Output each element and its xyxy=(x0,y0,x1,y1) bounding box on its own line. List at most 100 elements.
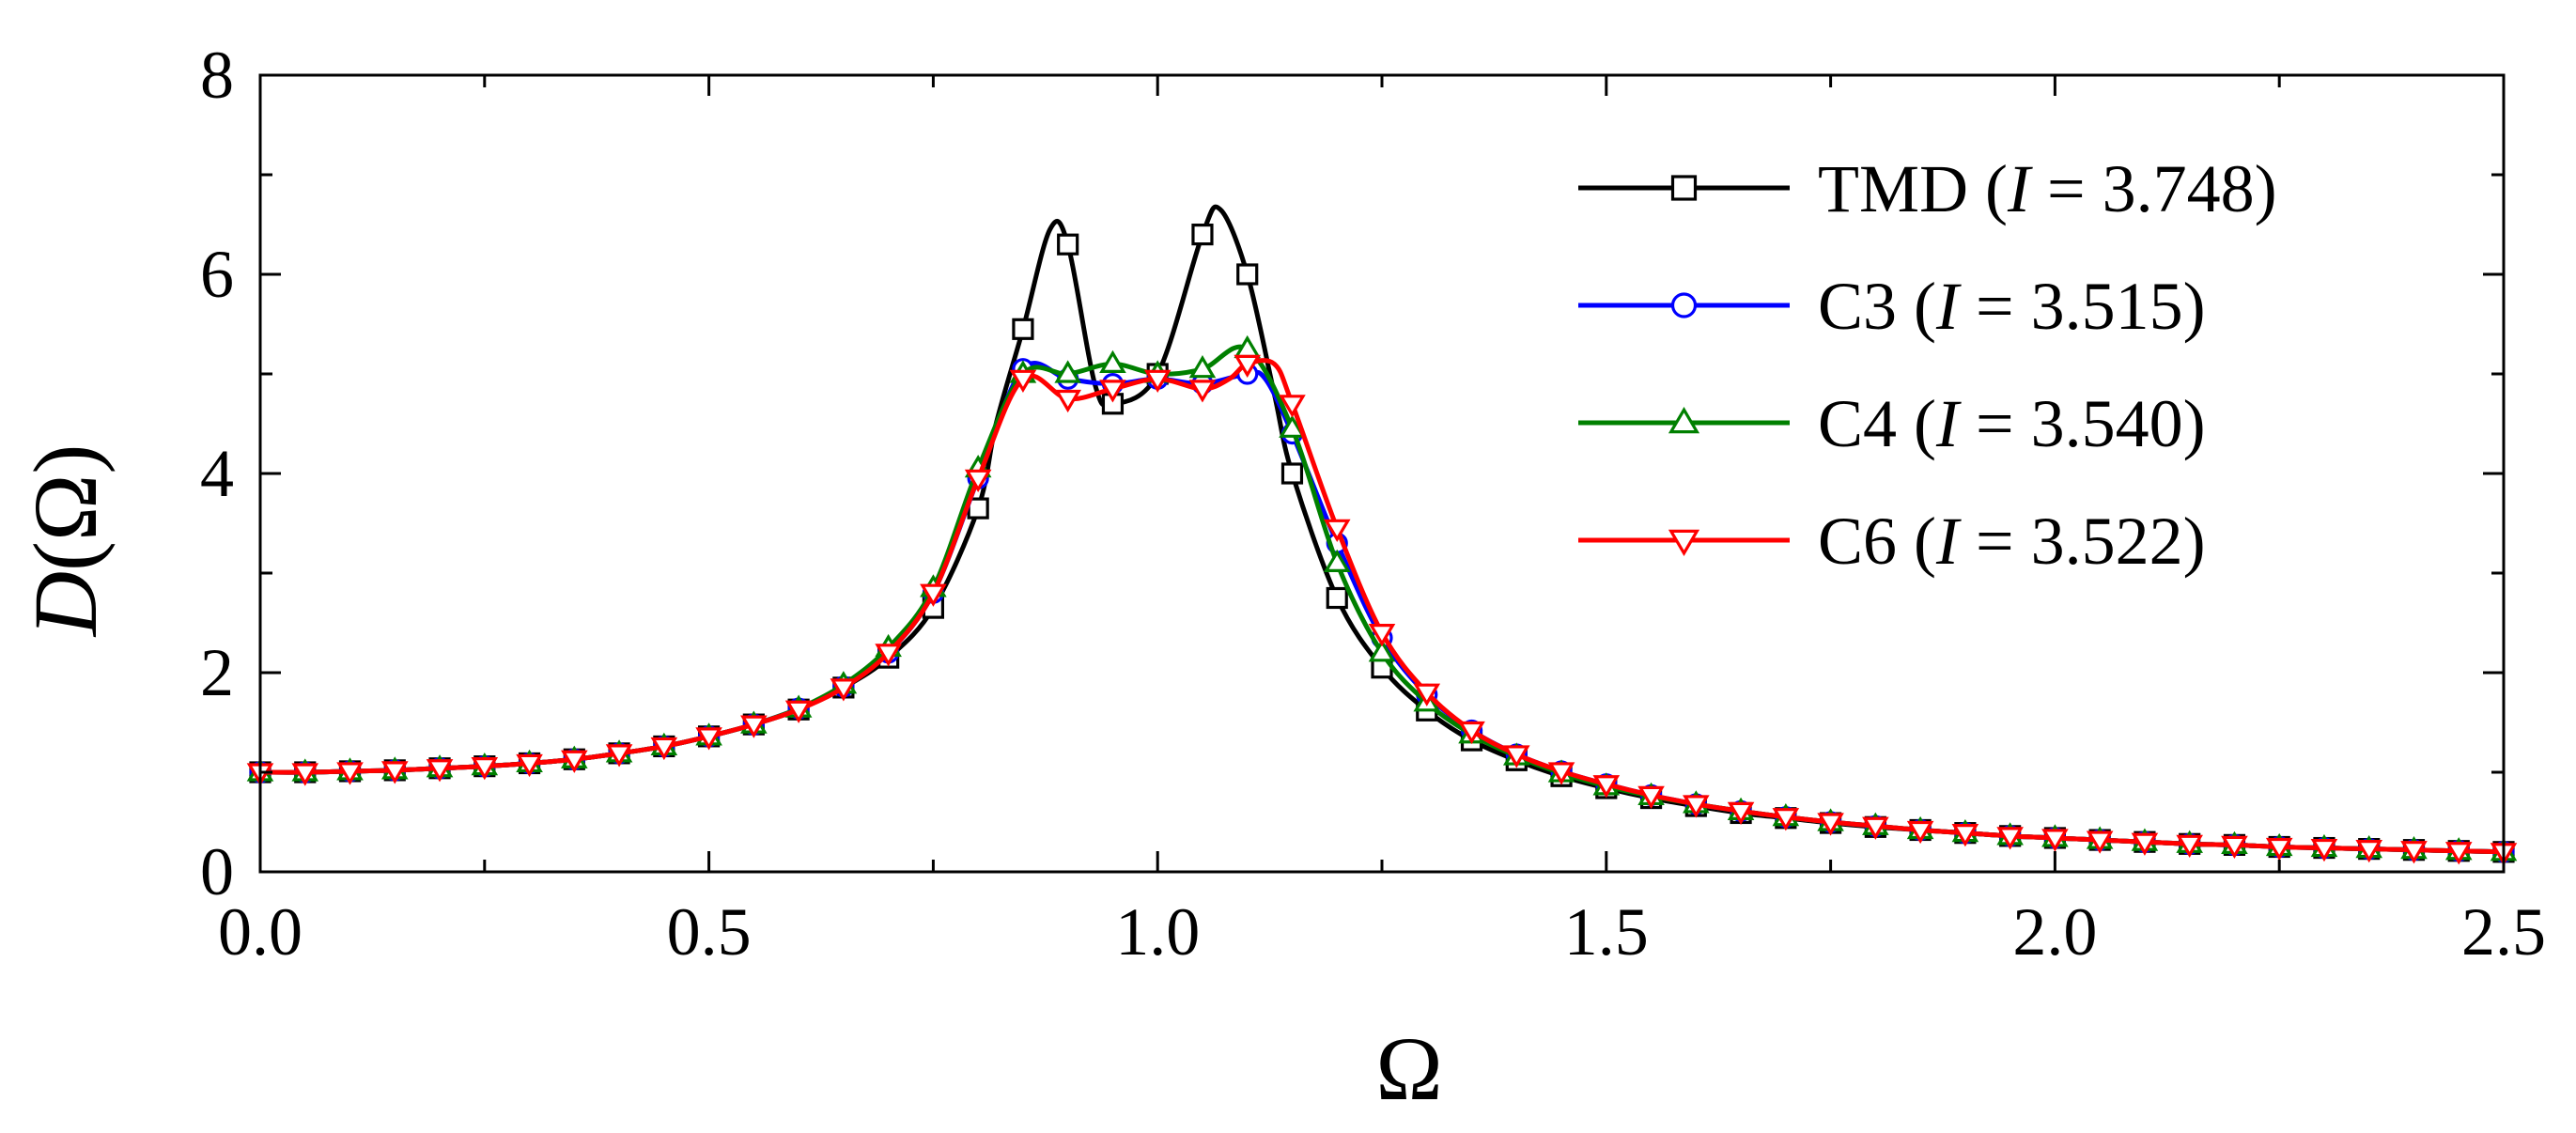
data-point-c6 xyxy=(380,761,409,784)
data-point-c6 xyxy=(1368,623,1396,647)
data-point-c6 xyxy=(2041,829,2069,852)
data-point-c4 xyxy=(1054,360,1081,383)
x-tick-label: 2.0 xyxy=(2012,894,2097,970)
x-tick-label: 2.5 xyxy=(2461,894,2546,970)
data-point-c6 xyxy=(605,744,633,768)
legend-item-c4: C4 (I = 3.540) xyxy=(1578,386,2206,461)
legend-label-suffix: = 3.515) xyxy=(1959,269,2206,344)
data-point-c6 xyxy=(1279,395,1306,418)
data-point-c6 xyxy=(1143,369,1172,393)
data-point-c6 xyxy=(2310,838,2338,862)
plot-area xyxy=(246,204,2518,866)
data-point-c6 xyxy=(1772,808,1800,831)
data-point-c6 xyxy=(1727,801,1755,825)
data-point-c6 xyxy=(2265,837,2293,861)
data-point-c6 xyxy=(2176,834,2203,858)
data-point-c6 xyxy=(920,583,947,607)
data-point-c6 xyxy=(1817,813,1844,836)
data-point-c6 xyxy=(291,763,319,786)
data-point-c6 xyxy=(1413,683,1441,706)
data-point-tmd xyxy=(1280,462,1304,485)
data-point-c6 xyxy=(1862,816,1889,840)
data-point-c6 xyxy=(1234,354,1262,379)
legend-label: C4 (I = 3.540) xyxy=(1818,386,2206,461)
legend-label-prefix: C3 ( xyxy=(1818,269,1936,344)
data-point-c6 xyxy=(1683,795,1710,818)
data-point-c6 xyxy=(1592,775,1621,799)
data-point-c6 xyxy=(695,727,722,751)
data-point-c6 xyxy=(784,700,813,723)
y-axis-title-var: D xyxy=(15,571,116,638)
legend-label-var: I xyxy=(1935,504,1962,579)
x-axis-title: Ω xyxy=(1375,1018,1442,1119)
legend-label: TMD (I = 3.748) xyxy=(1818,151,2277,226)
data-point-c6 xyxy=(2086,830,2114,854)
data-point-c6 xyxy=(1637,785,1665,810)
data-point-c6 xyxy=(964,469,992,492)
legend-label-var: I xyxy=(2007,151,2033,226)
data-point-c6 xyxy=(561,750,588,773)
legend-label-var: I xyxy=(1935,386,1962,461)
data-point-c6 xyxy=(1996,827,2024,850)
y-tick-label: 6 xyxy=(200,237,234,312)
legend-marker xyxy=(1668,529,1700,556)
x-tick-label: 1.0 xyxy=(1115,894,1200,970)
y-tick-label: 0 xyxy=(200,834,234,909)
data-point-c4 xyxy=(1279,414,1306,438)
legend-label-var: I xyxy=(1935,269,1962,344)
data-point-c6 xyxy=(2400,841,2428,864)
y-axis-title-rest: (Ω) xyxy=(15,444,116,571)
x-tick-label: 1.5 xyxy=(1564,894,1649,970)
legend-label-suffix: = 3.540) xyxy=(1959,386,2206,461)
legend-label-suffix: = 3.748) xyxy=(2030,151,2277,226)
data-point-c6 xyxy=(875,644,902,667)
data-point-c6 xyxy=(1188,380,1217,403)
legend-marker xyxy=(1670,292,1698,318)
y-axis-title: D(Ω) xyxy=(15,444,116,639)
legend: TMD (I = 3.748)C3 (I = 3.515)C4 (I = 3.5… xyxy=(1578,151,2277,579)
data-point-tmd xyxy=(1326,586,1348,610)
legend-item-c3: C3 (I = 3.515) xyxy=(1578,269,2206,344)
y-tick-label: 4 xyxy=(200,436,234,511)
data-point-c6 xyxy=(2131,832,2159,856)
data-point-c4 xyxy=(1099,349,1126,373)
data-point-c4 xyxy=(1368,639,1396,662)
data-point-c6 xyxy=(1323,519,1351,542)
legend-label: C6 (I = 3.522) xyxy=(1818,504,2206,579)
data-point-c6 xyxy=(2444,842,2473,865)
data-point-c6 xyxy=(2355,840,2383,863)
data-point-c6 xyxy=(1951,824,1979,847)
x-tick-label: 0.0 xyxy=(218,894,303,970)
y-tick-label: 8 xyxy=(200,38,234,113)
legend-label-suffix: = 3.522) xyxy=(1959,504,2206,579)
data-point-c4 xyxy=(1323,549,1351,573)
data-point-c6 xyxy=(2221,835,2248,860)
data-point-c6 xyxy=(1054,389,1081,413)
x-tick-label: 0.5 xyxy=(667,894,752,970)
data-point-tmd xyxy=(1012,318,1034,340)
data-point-c6 xyxy=(1502,745,1530,768)
legend-item-tmd: TMD (I = 3.748) xyxy=(1578,151,2277,226)
data-point-c6 xyxy=(1547,762,1575,785)
data-point-tmd xyxy=(1191,224,1214,246)
data-point-c6 xyxy=(1009,369,1037,393)
legend-item-c6: C6 (I = 3.522) xyxy=(1578,504,2206,579)
data-point-c6 xyxy=(336,762,364,785)
data-point-c6 xyxy=(426,759,454,783)
legend-marker xyxy=(1668,407,1700,434)
data-point-c4 xyxy=(1188,355,1217,379)
data-point-c6 xyxy=(830,678,858,702)
data-point-c6 xyxy=(471,757,499,781)
y-tick-label: 2 xyxy=(200,635,234,710)
data-point-c6 xyxy=(650,737,678,761)
legend-label: C3 (I = 3.515) xyxy=(1818,269,2206,344)
data-point-tmd xyxy=(1236,263,1259,286)
data-point-c6 xyxy=(1458,721,1485,745)
data-point-c6 xyxy=(516,753,543,778)
data-point-c6 xyxy=(1099,380,1126,403)
data-point-c6 xyxy=(740,715,768,738)
legend-label-prefix: TMD ( xyxy=(1818,151,2008,226)
axes: 0.0 0.5 1.0 1.5 2.0 2.5 0 2 4 6 8 xyxy=(200,38,2546,970)
